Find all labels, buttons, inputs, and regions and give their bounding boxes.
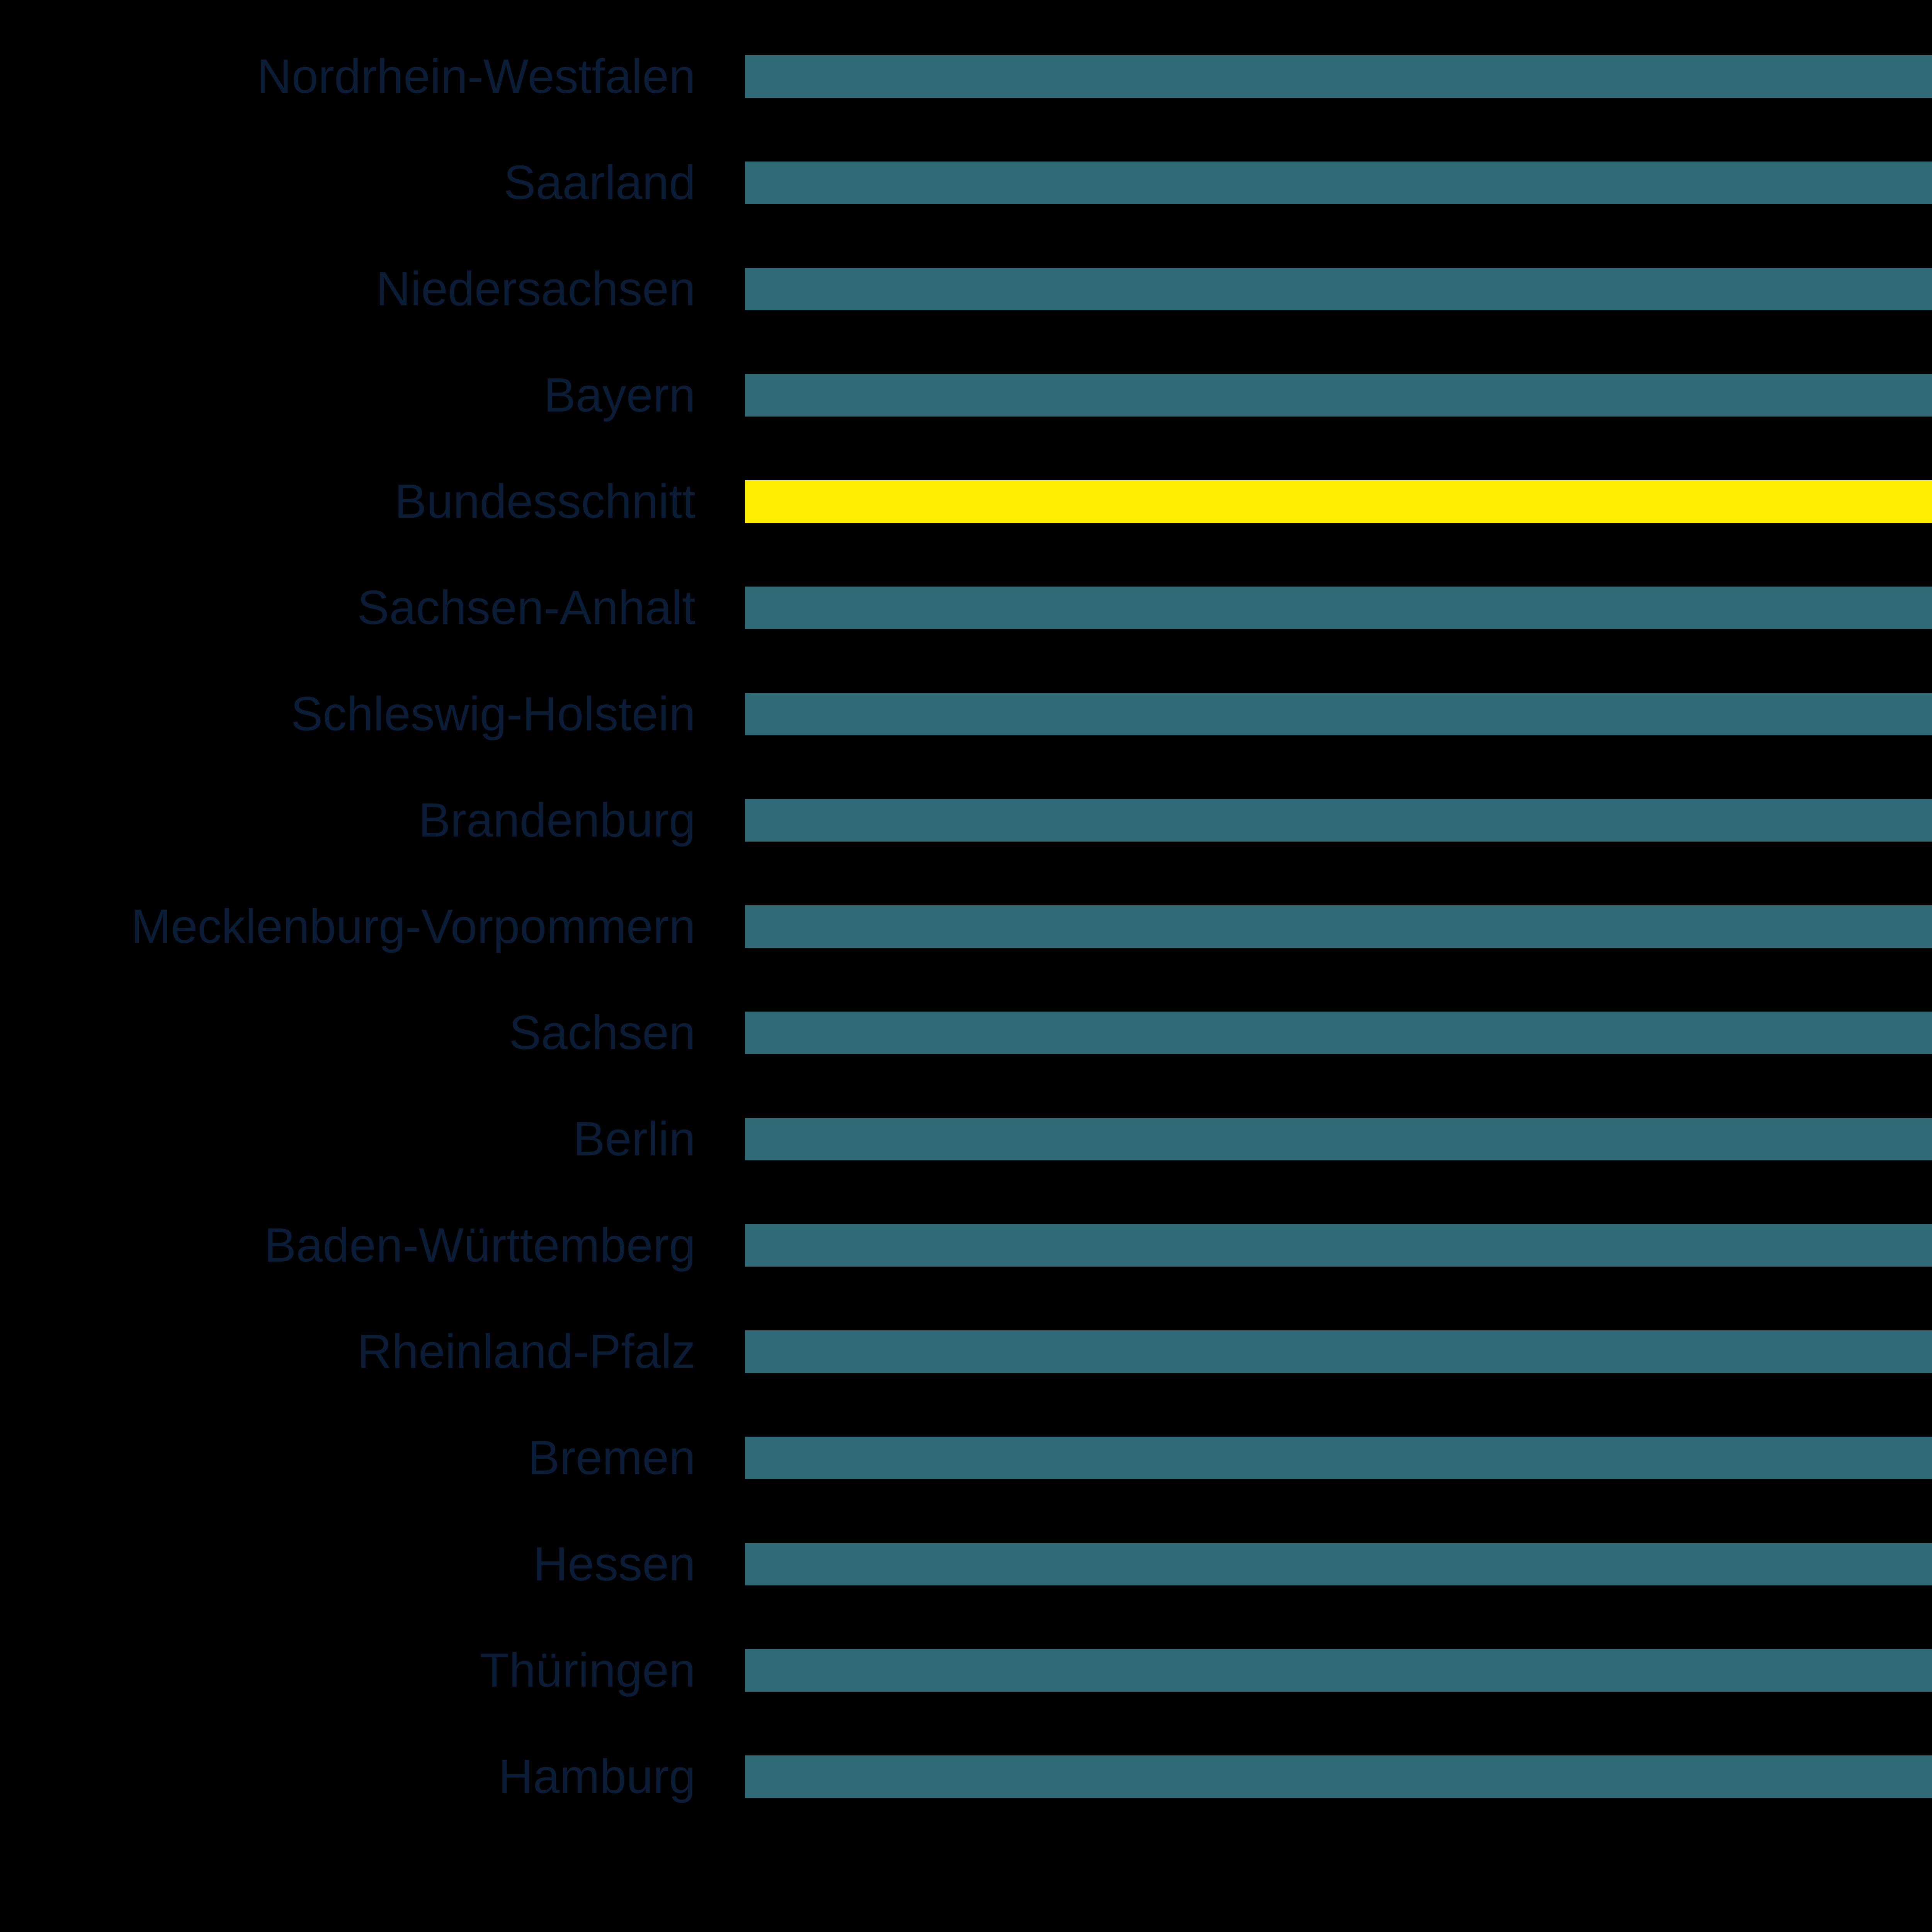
bar (745, 799, 1932, 842)
category-label: Thüringen (480, 1644, 696, 1697)
bar-row: Niedersachsen52 % (0, 262, 1932, 316)
category-label: Baden-Württemberg (264, 1219, 696, 1272)
bar-row: Thüringen38 % (0, 1644, 1932, 1697)
bar (745, 1649, 1932, 1692)
bar (745, 1437, 1932, 1479)
category-label: Rheinland-Pfalz (357, 1325, 696, 1378)
bar-row: Bremen45 % (0, 1431, 1932, 1485)
bar (745, 374, 1932, 417)
category-label: Berlin (573, 1112, 696, 1166)
bar-row: Bayern51 % (0, 369, 1932, 422)
bar (745, 1755, 1932, 1798)
bar (745, 162, 1932, 204)
bar-row: Sachsen-Anhalt49 % (0, 581, 1932, 634)
bar (745, 693, 1932, 735)
bar-row: Baden-Württemberg46 % (0, 1219, 1932, 1272)
bar-row: Rheinland-Pfalz45 % (0, 1325, 1932, 1378)
bar (745, 1543, 1932, 1585)
bar-row: Schleswig-Holstein48 % (0, 687, 1932, 741)
category-label: Brandenburg (418, 794, 696, 847)
category-label: Bremen (527, 1431, 696, 1485)
highlight-bar (745, 480, 1932, 523)
category-label: Sachsen (509, 1006, 696, 1060)
category-label: Hessen (533, 1537, 696, 1591)
bar-row: Saarland54 % (0, 156, 1932, 209)
bar-row: Mecklenburg-Vorpommern47 % (0, 900, 1932, 953)
bar (745, 905, 1932, 948)
bar (745, 1118, 1932, 1160)
category-label: Nordrhein-Westfalen (257, 50, 696, 103)
category-label: Bayern (544, 369, 696, 422)
bar (745, 268, 1932, 310)
bar-row: Bundesschnitt49 % (0, 475, 1932, 528)
category-label: Sachsen-Anhalt (357, 581, 696, 634)
category-label: Bundesschnitt (395, 475, 696, 528)
bar (745, 587, 1932, 629)
bar-row: Hamburg38 % (0, 1750, 1932, 1803)
bar-row: Brandenburg47 % (0, 794, 1932, 847)
category-label: Saarland (503, 156, 696, 209)
bar-row: Sachsen47 % (0, 1006, 1932, 1060)
bar (745, 1224, 1932, 1267)
bar-row: Berlin47 % (0, 1112, 1932, 1166)
bar (745, 1012, 1932, 1054)
category-label: Hamburg (498, 1750, 696, 1803)
bar-row: Nordrhein-Westfalen57 % (0, 50, 1932, 103)
bar (745, 55, 1932, 98)
category-label: Mecklenburg-Vorpommern (131, 900, 696, 953)
category-label: Niedersachsen (376, 262, 696, 316)
bar-row: Hessen43 % (0, 1537, 1932, 1591)
category-label: Schleswig-Holstein (291, 687, 696, 741)
bar (745, 1330, 1932, 1373)
